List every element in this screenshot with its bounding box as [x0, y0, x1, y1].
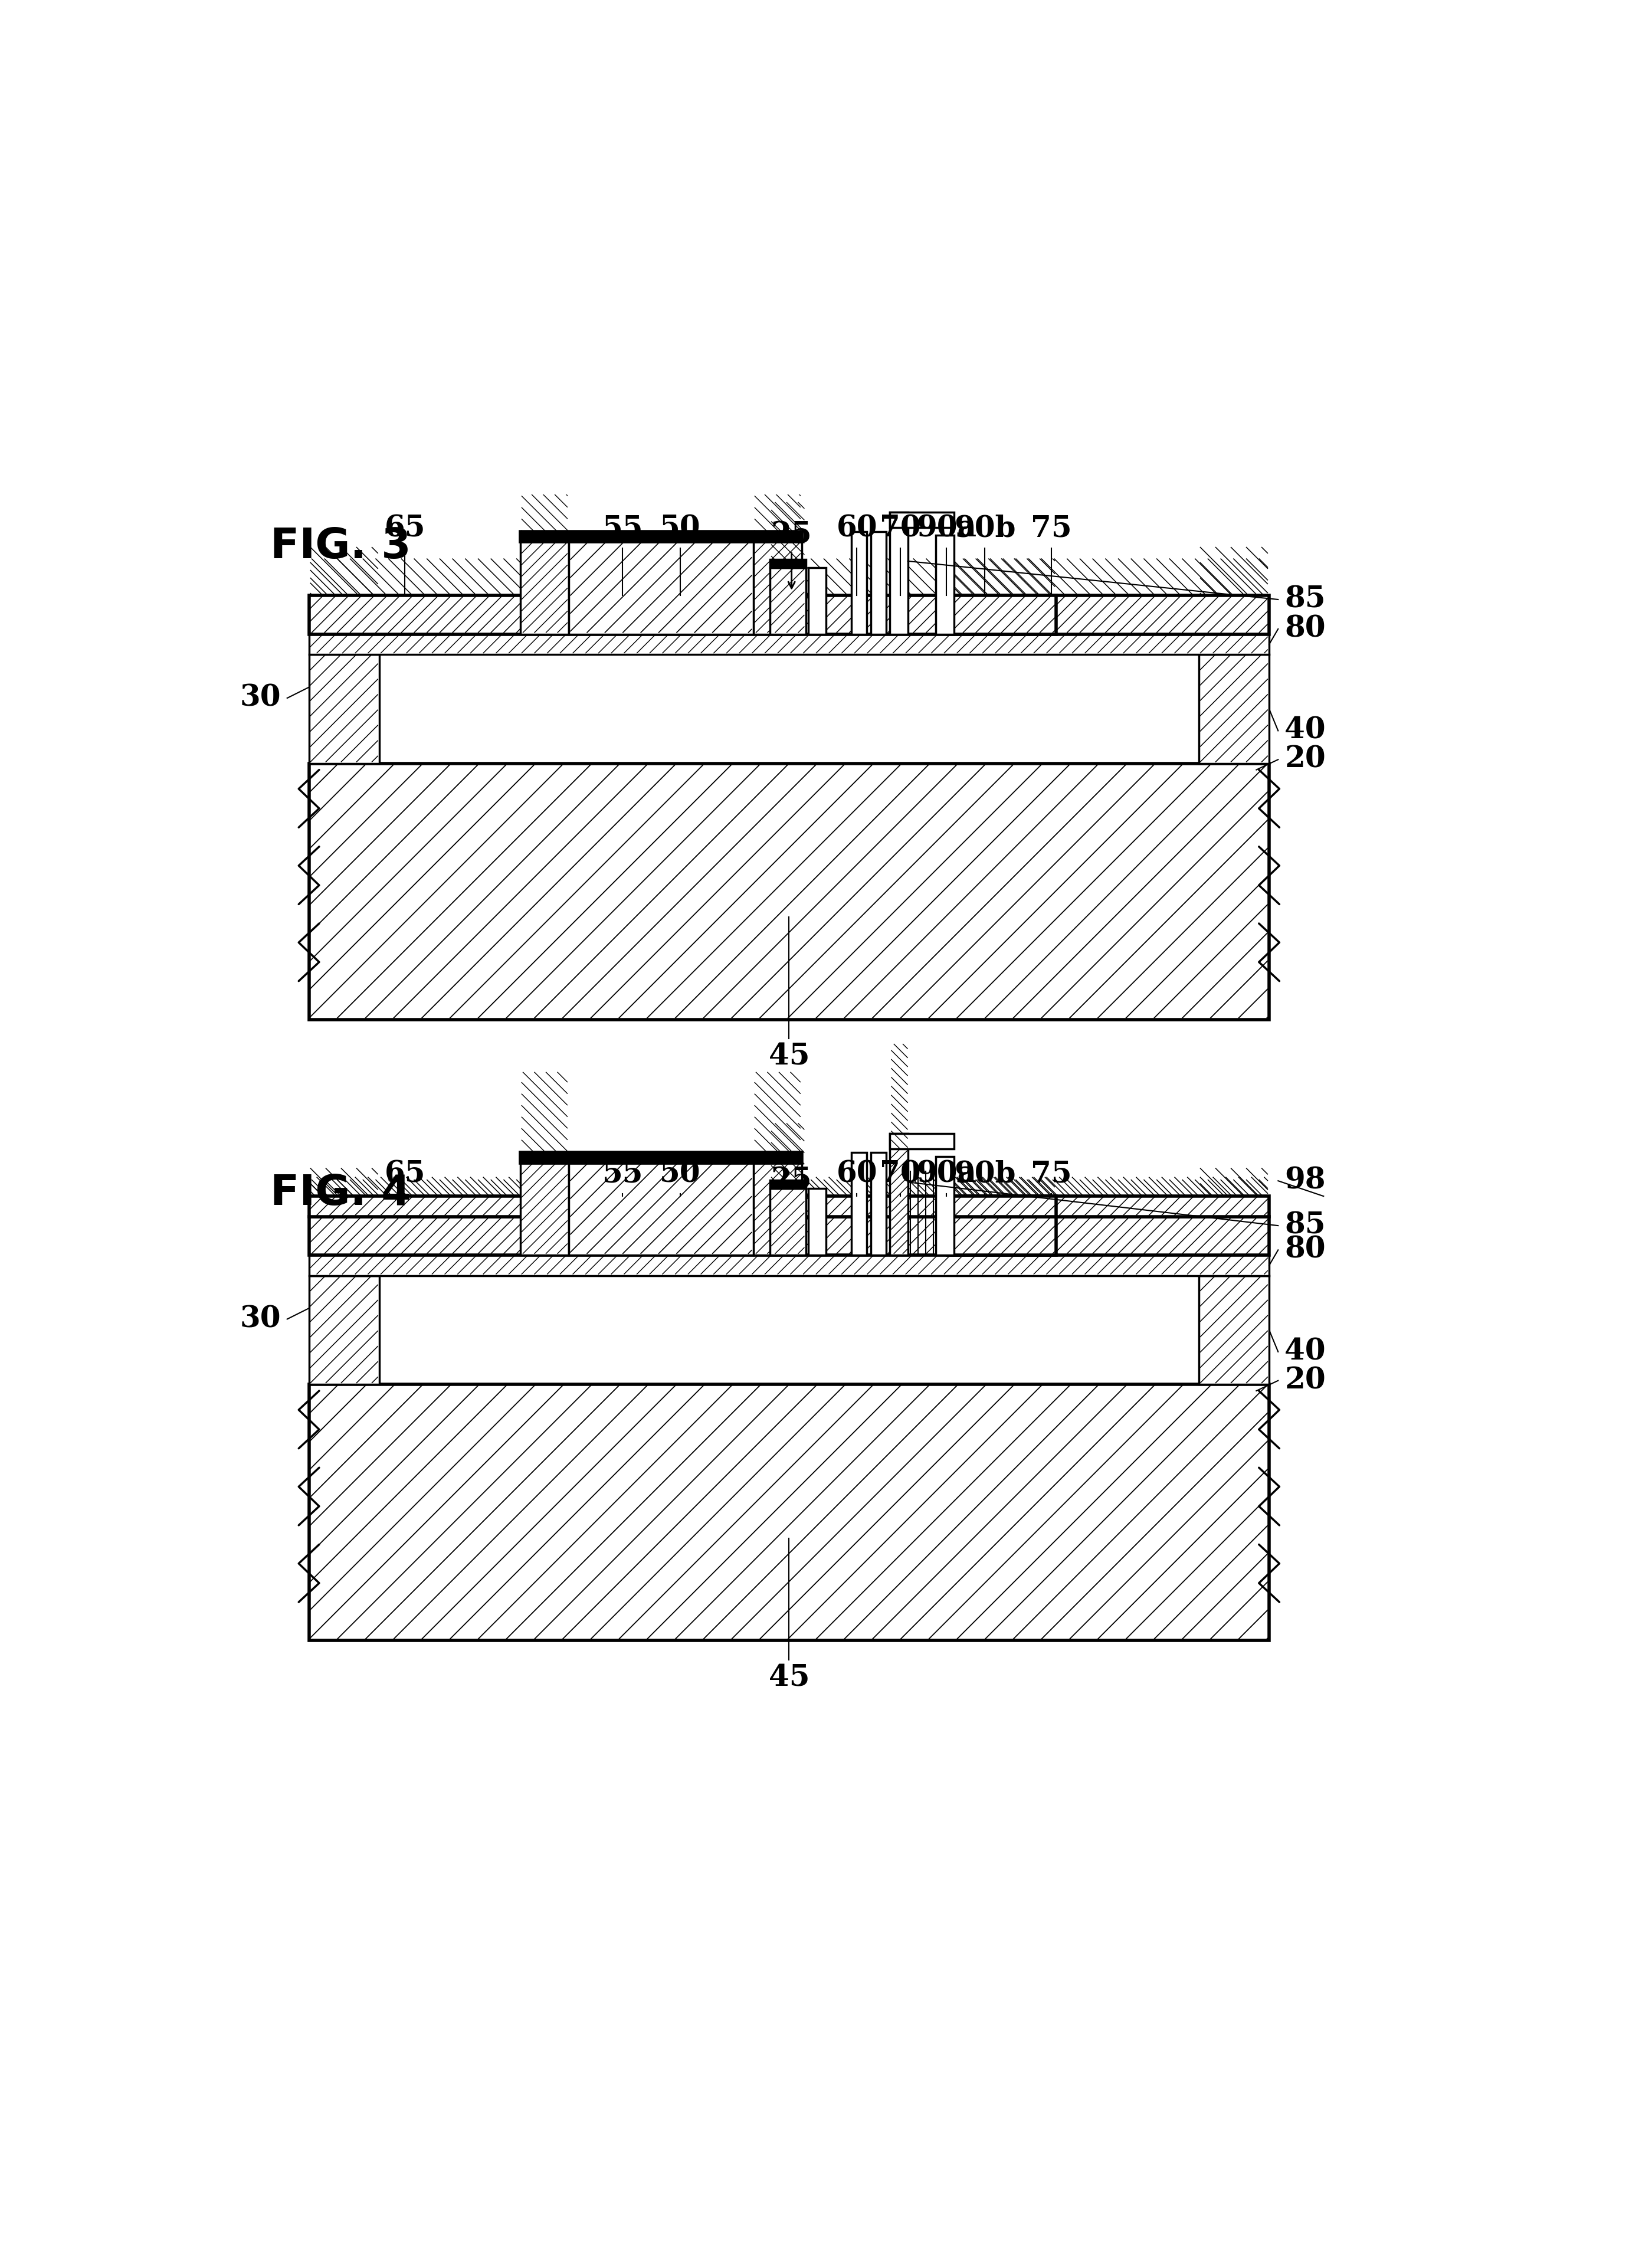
Bar — [1199, 654, 1269, 764]
Text: 75: 75 — [1031, 515, 1072, 544]
Bar — [309, 764, 1269, 1020]
Bar — [871, 533, 885, 634]
Bar — [753, 1164, 801, 1256]
Text: 30: 30 — [240, 683, 281, 712]
Bar — [520, 1153, 801, 1164]
Text: 25: 25 — [771, 1166, 813, 1195]
Text: 60: 60 — [836, 1159, 877, 1189]
Bar — [309, 634, 1269, 654]
Bar — [309, 1384, 1269, 1640]
Bar — [890, 512, 953, 528]
Bar — [871, 1153, 885, 1256]
Bar — [770, 1189, 806, 1256]
Text: 20: 20 — [1285, 746, 1325, 773]
Text: 65: 65 — [385, 515, 426, 544]
Text: 30: 30 — [240, 1306, 281, 1332]
Bar — [520, 542, 568, 634]
Bar — [309, 1256, 1269, 1276]
Bar — [851, 1153, 867, 1256]
Bar — [937, 535, 953, 634]
Text: 85: 85 — [1285, 1211, 1325, 1240]
Bar — [770, 1180, 806, 1189]
Bar — [948, 1195, 1056, 1216]
Bar — [309, 654, 380, 764]
Text: 98: 98 — [1285, 1166, 1325, 1195]
Bar — [851, 533, 867, 634]
Text: 50: 50 — [659, 1159, 700, 1189]
Text: 40: 40 — [1285, 717, 1325, 746]
Text: 60: 60 — [836, 515, 877, 544]
Text: 45: 45 — [768, 1043, 809, 1072]
Bar — [890, 512, 909, 634]
Bar — [520, 533, 801, 542]
Text: 70: 70 — [881, 515, 922, 544]
Text: 90a: 90a — [917, 515, 976, 544]
Bar — [770, 560, 806, 568]
Bar — [770, 568, 806, 634]
Bar — [808, 568, 826, 634]
Text: FIG. 3: FIG. 3 — [271, 526, 411, 566]
Bar — [753, 542, 801, 634]
Text: 20: 20 — [1285, 1366, 1325, 1395]
Bar — [937, 1157, 953, 1256]
Text: 90a: 90a — [917, 1159, 976, 1189]
Text: 80: 80 — [1285, 1236, 1325, 1265]
Bar — [1199, 1276, 1269, 1384]
Text: 55: 55 — [601, 1159, 643, 1189]
Bar — [568, 1164, 753, 1256]
Bar — [948, 595, 1056, 634]
Text: 90b: 90b — [955, 515, 1016, 544]
Text: 70: 70 — [881, 1159, 922, 1189]
Text: 85: 85 — [1285, 584, 1325, 613]
Text: 55: 55 — [601, 515, 643, 544]
Text: 50: 50 — [659, 515, 700, 544]
Text: 90b: 90b — [955, 1159, 1016, 1189]
Text: 40: 40 — [1285, 1337, 1325, 1366]
Bar — [948, 1216, 1056, 1256]
Bar — [309, 1276, 380, 1384]
Text: 45: 45 — [768, 1663, 809, 1692]
Bar — [309, 1195, 1269, 1216]
Bar — [520, 1164, 568, 1256]
Text: 80: 80 — [1285, 613, 1325, 643]
Text: 65: 65 — [385, 1159, 426, 1189]
Text: 75: 75 — [1031, 1159, 1072, 1189]
Bar — [808, 1189, 826, 1256]
Text: 25: 25 — [771, 521, 813, 589]
Bar — [309, 1216, 1269, 1256]
Bar — [568, 542, 753, 634]
Text: FIG. 4: FIG. 4 — [271, 1173, 411, 1213]
Bar — [309, 595, 1269, 634]
Bar — [890, 1132, 909, 1256]
Bar — [890, 1132, 953, 1148]
